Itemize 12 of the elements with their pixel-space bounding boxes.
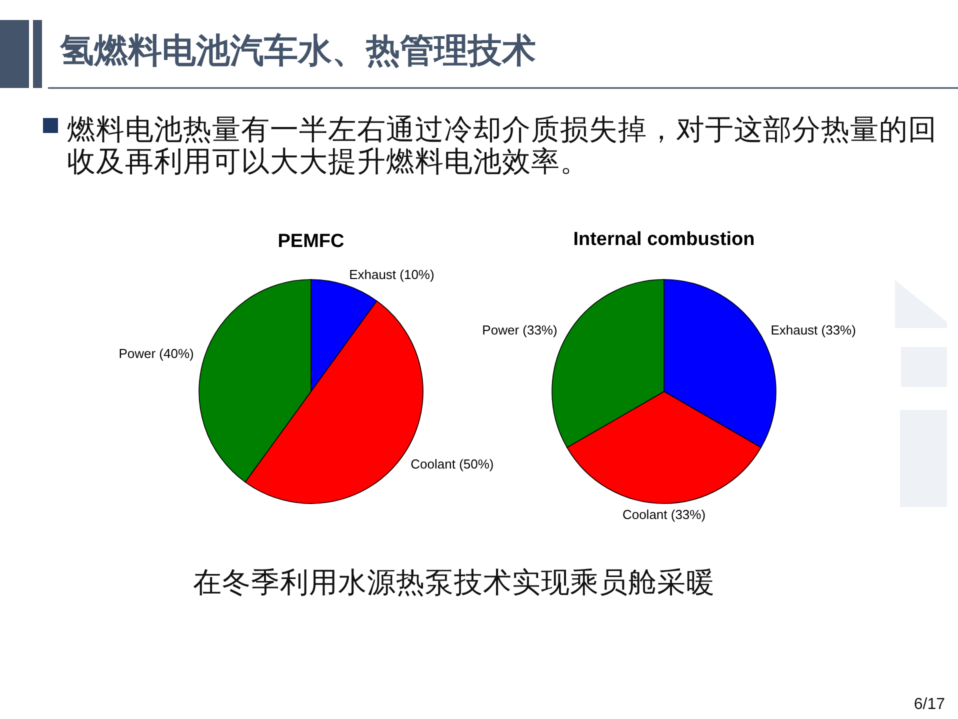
- slice-label: Exhaust (10%): [349, 266, 434, 282]
- text: 6/17: [914, 696, 946, 713]
- slice-label: Coolant (50%): [410, 456, 494, 472]
- text: 燃料电池热量有一半左右通过冷却介质损失掉，对于这部分热量的回收及再利用可以大大提升燃料电池效率。: [67, 114, 937, 178]
- slice-label: Power (33%): [482, 322, 558, 338]
- text: 氢燃料电池汽车水、热管理技术: [59, 32, 536, 70]
- text: 在冬季利用水源热泵技术实现乘员舱采暖: [193, 567, 715, 599]
- slice-label: Power (40%): [118, 346, 194, 361]
- chart-title: Internal combustion: [573, 229, 755, 250]
- slice-label: Exhaust (33%): [770, 322, 856, 338]
- chart-title: PEMFC: [278, 231, 345, 252]
- slice-label: Coolant (33%): [622, 507, 706, 522]
